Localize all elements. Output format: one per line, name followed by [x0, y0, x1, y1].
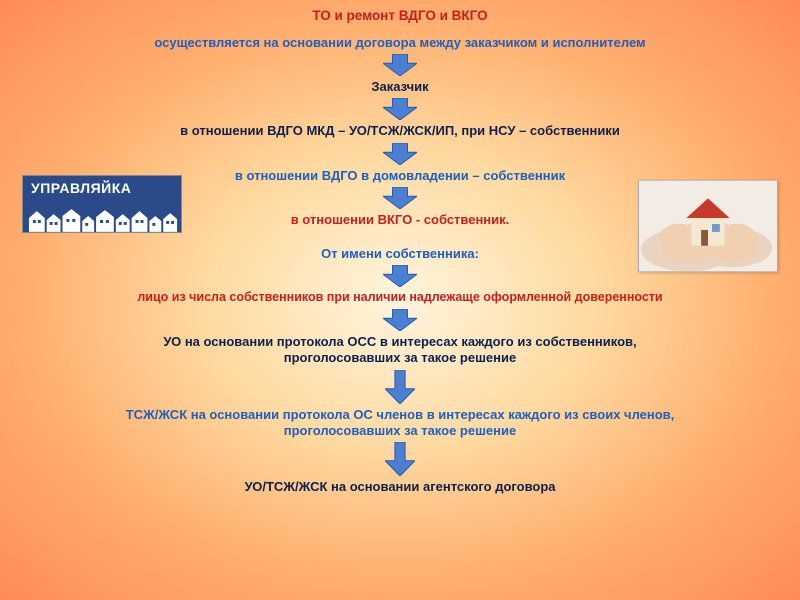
logo-houses-graphic: [23, 206, 181, 232]
hands-house-image: [638, 180, 778, 272]
down-arrow-icon: [385, 370, 415, 404]
flow-text-8: УО на основании протокола ОСС в интереса…: [163, 334, 636, 367]
down-arrow-icon: [383, 143, 417, 165]
flow-text-2: Заказчик: [371, 79, 428, 95]
logo-label: УПРАВЛЯЙКА: [23, 176, 181, 196]
down-arrow-icon: [383, 54, 417, 76]
flow-text-1: осуществляется на основании договора меж…: [154, 35, 645, 51]
down-arrow-icon: [383, 187, 417, 209]
flow-text-6: От имени собственника:: [321, 246, 479, 262]
flow-text-10: УО/ТСЖ/ЖСК на основании агентского догов…: [244, 479, 555, 495]
flow-text-3: в отношении ВДГО МКД – УО/ТСЖ/ЖСК/ИП, пр…: [180, 123, 620, 139]
flow-text-4: в отношении ВДГО в домовладении – собств…: [235, 168, 565, 184]
down-arrow-icon: [383, 265, 417, 287]
flow-text-7: лицо из числа собственников при наличии …: [137, 290, 662, 306]
down-arrow-icon: [385, 442, 415, 476]
logo-panel: УПРАВЛЯЙКА: [22, 175, 182, 233]
flow-text-9: ТСЖ/ЖСК на основании протокола ОС членов…: [126, 407, 675, 440]
flow-text-0: ТО и ремонт ВДГО и ВКГО: [312, 8, 487, 25]
down-arrow-icon: [383, 98, 417, 120]
down-arrow-icon: [383, 309, 417, 331]
flow-text-5: в отношении ВКГО - собственник.: [291, 212, 510, 228]
